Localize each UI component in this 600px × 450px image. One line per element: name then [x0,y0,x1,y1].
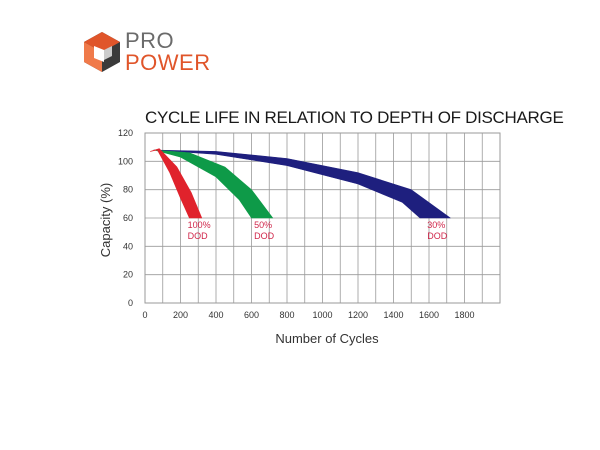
series-label-50-dod: 50% [254,220,272,230]
chart-title: CYCLE LIFE IN RELATION TO DEPTH OF DISCH… [145,108,564,127]
hexagon-cube-logo-icon [84,32,120,72]
y-axis-label: Capacity (%) [98,183,113,257]
x-axis-label: Number of Cycles [275,331,379,346]
y-tick-label: 0 [128,298,133,308]
x-tick-label: 600 [244,310,259,320]
series-label-30-dod: DOD [427,231,448,241]
x-tick-label: 800 [279,310,294,320]
x-tick-label: 0 [142,310,147,320]
x-tick-label: 1200 [348,310,368,320]
y-tick-label: 60 [123,213,133,223]
brand-wordmark: PRO POWER [125,28,211,75]
series-label-100-dod: DOD [188,231,209,241]
series-band-30-dod [153,149,451,219]
y-tick-label: 120 [118,128,133,138]
y-tick-label: 80 [123,185,133,195]
series-label-100-dod: 100% [188,220,211,230]
series-band-50-dod [153,149,274,219]
series-label-30-dod: 30% [427,220,445,230]
brand-name-line2: POWER [125,50,211,75]
x-tick-label: 1000 [312,310,332,320]
y-tick-label: 40 [123,241,133,251]
series-label-50-dod: DOD [254,231,275,241]
x-tick-label: 400 [208,310,223,320]
x-tick-label: 200 [173,310,188,320]
y-tick-label: 20 [123,270,133,280]
series-band-100-dod [150,148,203,219]
brand-logo: PRO POWER [82,30,242,74]
x-tick-label: 1800 [454,310,474,320]
y-tick-label: 100 [118,156,133,166]
brand-name-line1: PRO [125,28,175,53]
x-tick-label: 1400 [383,310,403,320]
x-tick-label: 1600 [419,310,439,320]
